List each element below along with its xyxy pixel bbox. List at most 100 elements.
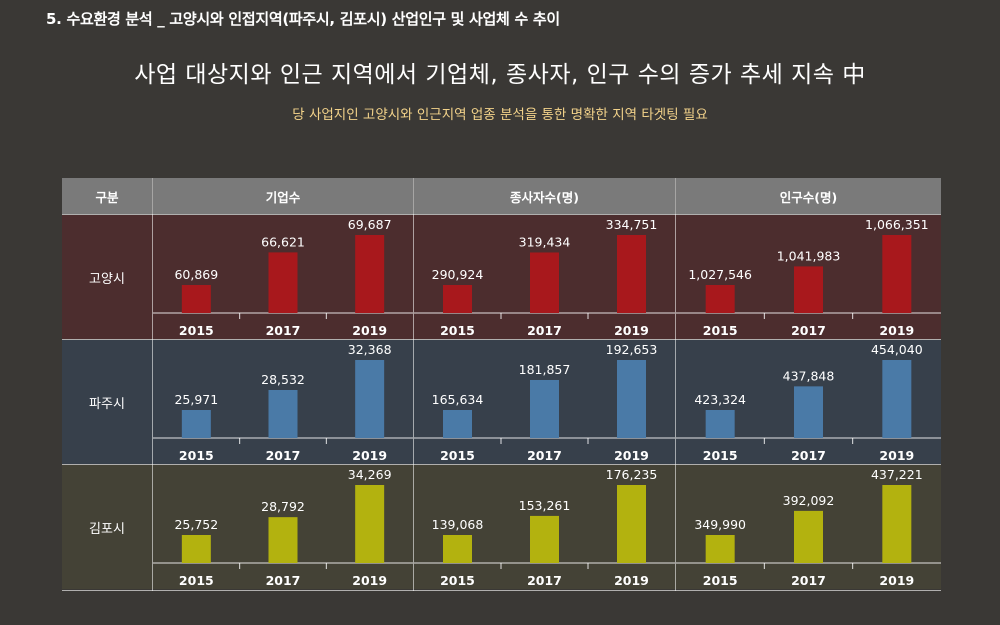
bar [355, 485, 385, 563]
data-label: 319,434 [519, 234, 571, 249]
row-divider [62, 464, 941, 465]
data-label: 349,990 [694, 517, 746, 532]
year-label: 2019 [879, 448, 914, 463]
year-label: 2015 [703, 573, 738, 588]
year-label: 2019 [879, 573, 914, 588]
header-population: 인구수(명) [676, 178, 941, 214]
data-label: 165,634 [432, 392, 484, 407]
data-label: 392,092 [783, 493, 835, 508]
bar [181, 535, 211, 563]
row-label: 파주시 [89, 396, 125, 412]
data-label: 66,621 [261, 234, 305, 249]
bar [794, 510, 823, 563]
year-label: 2015 [179, 323, 214, 338]
bar [882, 360, 912, 438]
bar [268, 517, 298, 563]
data-label: 454,040 [871, 342, 923, 357]
bar [882, 235, 912, 313]
data-label: 34,269 [348, 467, 392, 482]
data-label: 334,751 [606, 217, 658, 232]
bar [530, 379, 559, 438]
data-grid: 구분 기업수 종사자수(명) 인구수(명) 고양시 파주시 김포시 60,869 201… [62, 178, 941, 591]
year-label: 2017 [527, 448, 562, 463]
year-label: 2017 [266, 448, 301, 463]
column-divider [675, 178, 676, 591]
row-divider [62, 339, 941, 340]
bar-chart: 25,752 2015 28,792 2017 34,269 2019 [153, 467, 413, 588]
subline: 당 사업지인 고양시와 인근지역 업종 분석을 통한 명확한 지역 타겟팅 필요 [292, 107, 708, 123]
data-label: 437,221 [871, 467, 923, 482]
data-label: 176,235 [606, 467, 658, 482]
bar [617, 360, 646, 438]
bar-chart: 25,971 2015 28,532 2017 32,368 2019 [153, 342, 413, 463]
header-region: 구분 [62, 178, 152, 214]
bar [617, 235, 646, 313]
year-label: 2015 [440, 448, 475, 463]
year-label: 2019 [614, 573, 649, 588]
bar [268, 389, 298, 438]
bar [882, 485, 912, 563]
bar-chart: 423,324 2015 437,848 2017 454,040 2019 [676, 342, 941, 463]
headline: 사업 대상지와 인근 지역에서 기업체, 종사자, 인구 수의 증가 추세 지속… [134, 62, 866, 88]
bar-chart: 139,068 2015 153,261 2017 176,235 2019 [414, 467, 675, 588]
data-label: 25,752 [174, 517, 218, 532]
year-label: 2017 [791, 448, 826, 463]
data-label: 139,068 [432, 517, 484, 532]
bar [355, 360, 385, 438]
data-label: 437,848 [783, 368, 835, 383]
bar [355, 235, 385, 313]
year-label: 2015 [703, 323, 738, 338]
data-label: 1,027,546 [688, 267, 752, 282]
data-label: 32,368 [348, 342, 392, 357]
bar [181, 410, 211, 438]
year-label: 2017 [266, 573, 301, 588]
bar [443, 285, 472, 313]
year-label: 2015 [440, 573, 475, 588]
bar-chart: 1,027,546 2015 1,041,983 2017 1,066,351 2019 [676, 217, 941, 338]
year-label: 2019 [614, 448, 649, 463]
data-label: 1,041,983 [777, 248, 841, 263]
data-label: 181,857 [519, 362, 571, 377]
bar [181, 285, 211, 313]
row-label: 고양시 [89, 271, 125, 287]
bar [268, 252, 298, 313]
bar [705, 410, 735, 438]
row-divider [62, 590, 941, 591]
year-label: 2019 [614, 323, 649, 338]
bar-chart: 60,869 2015 66,621 2017 69,687 2019 [153, 217, 413, 338]
data-label: 28,532 [261, 372, 305, 387]
data-label: 153,261 [519, 498, 571, 513]
data-label: 192,653 [606, 342, 658, 357]
row-divider [62, 214, 941, 215]
column-divider [152, 178, 153, 591]
bar [443, 535, 472, 563]
year-label: 2019 [352, 448, 387, 463]
bar [705, 285, 735, 313]
data-label: 25,971 [174, 392, 218, 407]
bar [617, 485, 646, 563]
bar [794, 386, 823, 438]
data-label: 69,687 [348, 217, 392, 232]
year-label: 2017 [791, 573, 826, 588]
year-label: 2019 [879, 323, 914, 338]
year-label: 2017 [527, 573, 562, 588]
year-label: 2015 [179, 448, 214, 463]
data-label: 290,924 [432, 267, 484, 282]
year-label: 2019 [352, 323, 387, 338]
bar-chart: 165,634 2015 181,857 2017 192,653 2019 [414, 342, 675, 463]
data-label: 423,324 [694, 392, 746, 407]
bar [705, 535, 735, 563]
year-label: 2019 [352, 573, 387, 588]
year-label: 2017 [527, 323, 562, 338]
data-label: 1,066,351 [865, 217, 929, 232]
header-employees: 종사자수(명) [414, 178, 675, 214]
row-label: 김포시 [89, 521, 125, 537]
year-label: 2015 [703, 448, 738, 463]
data-label: 60,869 [174, 267, 218, 282]
bar [530, 252, 559, 313]
bar-chart: 349,990 2015 392,092 2017 437,221 2019 [676, 467, 941, 588]
data-label: 28,792 [261, 499, 305, 514]
year-label: 2017 [791, 323, 826, 338]
year-label: 2017 [266, 323, 301, 338]
bar [443, 410, 472, 438]
